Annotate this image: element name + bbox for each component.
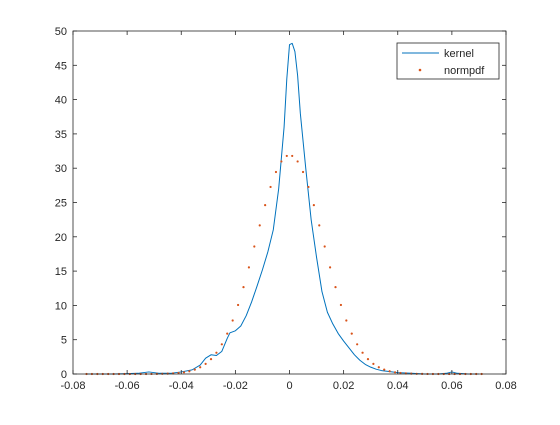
y-tick-label: 5	[61, 335, 67, 347]
series-point-normpdf	[285, 154, 288, 158]
series-point-normpdf	[193, 368, 196, 371]
series-point-normpdf	[318, 224, 321, 227]
series-point-normpdf	[253, 245, 256, 248]
y-tick-label: 20	[55, 232, 67, 244]
y-tick-label: 35	[55, 129, 67, 141]
series-point-normpdf	[182, 371, 186, 374]
x-tick-label: -0.06	[115, 380, 140, 392]
series-point-normpdf	[274, 170, 278, 174]
series-point-normpdf	[399, 371, 402, 375]
y-axis: 0 5 10 15 20 25 30 35 40 45 50	[55, 26, 506, 381]
y-tick-label: 0	[61, 369, 67, 381]
y-tick-label: 30	[55, 163, 67, 175]
series-point-normpdf	[307, 185, 310, 189]
series-point-normpdf	[323, 245, 326, 248]
series-point-normpdf	[209, 358, 213, 361]
series-point-normpdf	[296, 160, 299, 163]
series-point-normpdf	[258, 224, 261, 227]
series-point-normpdf	[204, 362, 207, 365]
y-tick-label: 45	[55, 60, 67, 72]
series-point-normpdf	[350, 332, 353, 335]
legend-box	[396, 42, 500, 80]
series-point-normpdf	[328, 266, 332, 269]
x-tick-label: 0.06	[441, 380, 462, 392]
series-point-normpdf	[236, 303, 240, 307]
x-tick-label: 0.08	[495, 380, 516, 392]
series-point-normpdf	[388, 370, 391, 373]
series-point-normpdf	[383, 368, 386, 371]
series-point-normpdf	[247, 266, 251, 269]
series-point-normpdf	[264, 204, 267, 207]
series-point-normpdf	[393, 371, 397, 374]
series-point-normpdf	[280, 160, 283, 163]
series-point-normpdf	[226, 332, 229, 335]
legend-swatch-dot	[418, 68, 422, 72]
x-tick-label: 0	[286, 380, 292, 392]
series-point-normpdf	[215, 351, 218, 354]
series-point-normpdf	[356, 343, 359, 346]
series-point-normpdf	[242, 286, 245, 289]
series-point-normpdf	[377, 366, 380, 369]
series-point-normpdf	[334, 286, 337, 289]
x-tick-label: -0.04	[169, 380, 194, 392]
series-point-normpdf	[291, 154, 294, 158]
series-point-normpdf	[366, 358, 370, 361]
series-point-normpdf	[345, 319, 348, 322]
legend-label: normpdf	[444, 65, 485, 77]
series-point-normpdf	[231, 319, 234, 322]
x-tick-label: 0.04	[387, 380, 408, 392]
series-line-kernel	[86, 42, 479, 375]
legend: kernel normpdf	[396, 42, 500, 80]
y-tick-label: 25	[55, 198, 67, 210]
series-point-normpdf	[220, 343, 223, 346]
y-tick-label: 10	[55, 300, 67, 312]
y-tick-label: 40	[55, 95, 67, 107]
series-point-normpdf	[188, 370, 191, 373]
series-point-normpdf	[269, 185, 272, 189]
series-point-normpdf	[199, 366, 202, 369]
series-point-normpdf	[312, 204, 315, 207]
y-tick-label: 50	[55, 26, 67, 38]
series-point-normpdf	[372, 362, 375, 365]
series-point-normpdf	[177, 371, 180, 375]
x-tick-label: 0.02	[333, 380, 354, 392]
series-point-normpdf	[301, 170, 305, 174]
legend-label: kernel	[444, 48, 474, 60]
x-axis: -0.08 -0.06 -0.04 -0.02 0 0.02 0.04 0.06 0.08	[60, 31, 517, 392]
series-point-normpdf	[361, 351, 364, 354]
x-tick-label: -0.02	[223, 380, 248, 392]
plot-area	[73, 31, 506, 374]
x-tick-label: -0.08	[60, 380, 85, 392]
y-tick-label: 15	[55, 266, 67, 278]
series-point-normpdf	[339, 303, 343, 307]
